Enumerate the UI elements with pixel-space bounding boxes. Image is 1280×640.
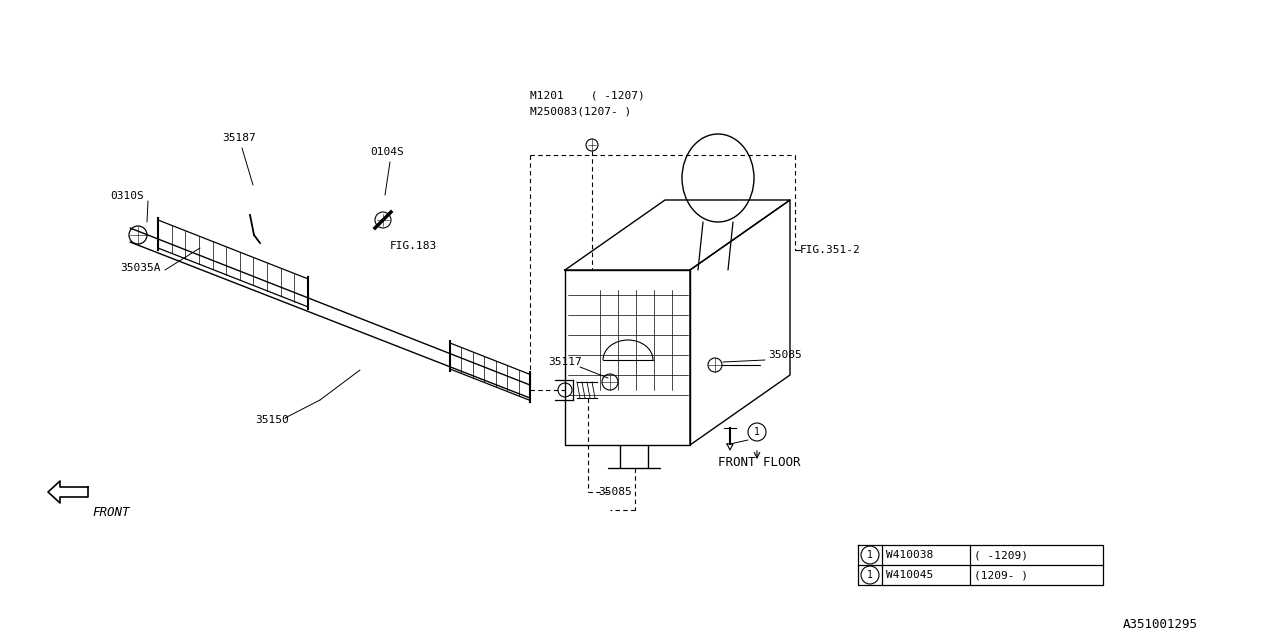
Text: 0310S: 0310S <box>110 191 143 201</box>
Text: 35117: 35117 <box>548 357 581 367</box>
Text: 35187: 35187 <box>221 133 256 143</box>
Text: 1: 1 <box>867 550 873 560</box>
Text: 1: 1 <box>754 427 760 437</box>
Text: W410045: W410045 <box>886 570 933 580</box>
Text: FRONT: FRONT <box>92 506 129 518</box>
Text: (1209- ): (1209- ) <box>974 570 1028 580</box>
Text: FRONT FLOOR: FRONT FLOOR <box>718 456 800 468</box>
Text: M250083(1207- ): M250083(1207- ) <box>530 107 631 117</box>
Text: FIG.351-2: FIG.351-2 <box>800 245 860 255</box>
Text: W410038: W410038 <box>886 550 933 560</box>
Text: 1: 1 <box>867 570 873 580</box>
Text: 0104S: 0104S <box>370 147 403 157</box>
Text: FIG.183: FIG.183 <box>390 241 438 251</box>
Text: 35035A: 35035A <box>120 263 160 273</box>
Text: 35085: 35085 <box>768 350 801 360</box>
Text: ( -1209): ( -1209) <box>974 550 1028 560</box>
Text: 35150: 35150 <box>255 415 289 425</box>
Text: M1201    ( -1207): M1201 ( -1207) <box>530 90 645 100</box>
Text: A351001295: A351001295 <box>1123 618 1198 632</box>
Text: 35085: 35085 <box>598 487 632 497</box>
